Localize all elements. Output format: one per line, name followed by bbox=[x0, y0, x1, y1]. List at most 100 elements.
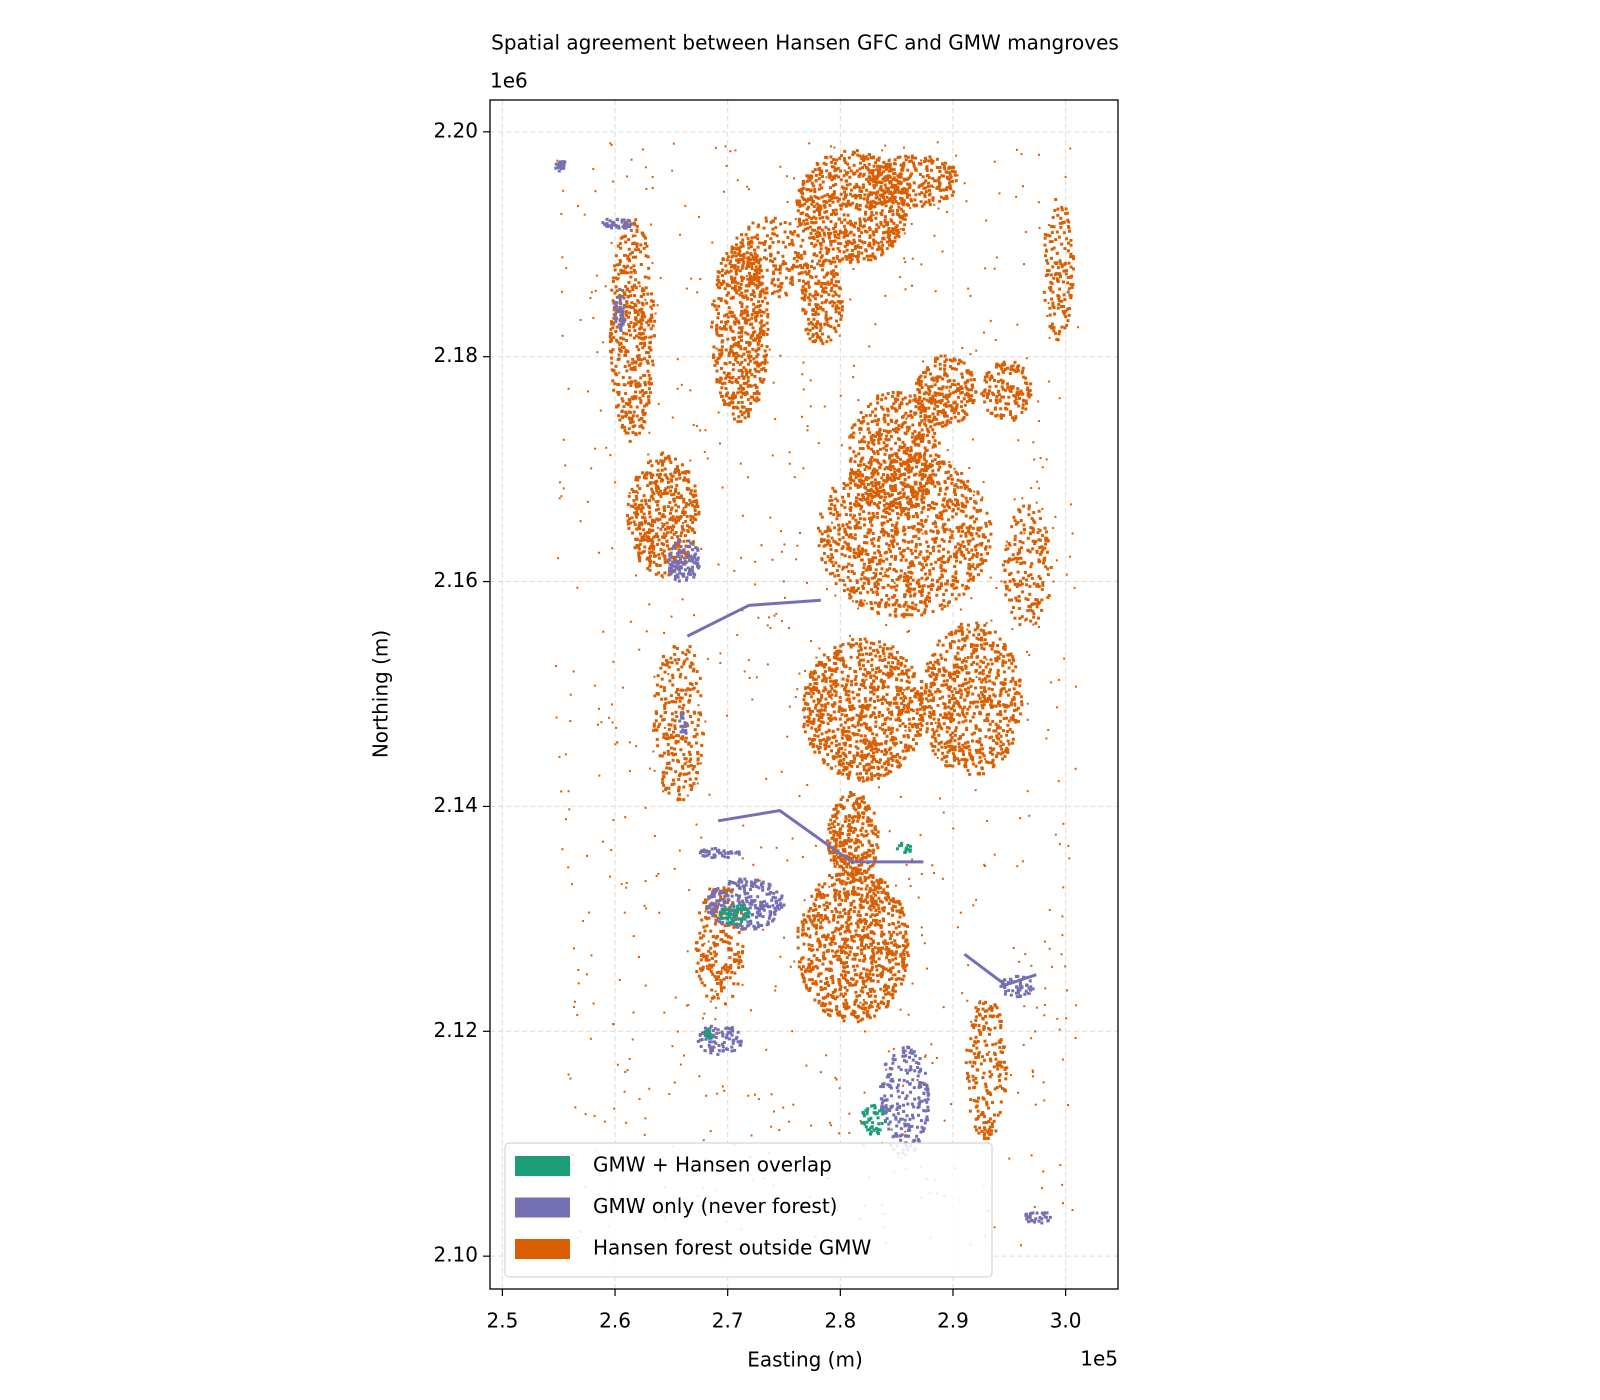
raster-pixel bbox=[762, 310, 766, 314]
raster-pixel bbox=[830, 536, 834, 540]
raster-pixel bbox=[958, 358, 962, 362]
raster-pixel bbox=[910, 154, 914, 158]
raster-pixel bbox=[1048, 947, 1051, 950]
raster-pixel bbox=[944, 402, 948, 406]
raster-pixel bbox=[881, 684, 885, 688]
raster-pixel bbox=[868, 226, 872, 230]
raster-pixel bbox=[825, 215, 829, 219]
raster-pixel bbox=[967, 542, 971, 546]
raster-pixel bbox=[860, 440, 864, 444]
raster-pixel bbox=[569, 720, 572, 723]
raster-pixel bbox=[849, 505, 853, 509]
raster-pixel bbox=[835, 158, 839, 162]
raster-pixel bbox=[729, 296, 733, 300]
raster-pixel bbox=[959, 391, 963, 395]
raster-pixel bbox=[891, 227, 895, 231]
raster-pixel bbox=[1037, 201, 1040, 204]
raster-pixel bbox=[871, 171, 875, 175]
raster-pixel bbox=[833, 716, 837, 720]
raster-pixel bbox=[846, 233, 850, 237]
raster-pixel bbox=[817, 718, 821, 722]
raster-pixel bbox=[942, 593, 946, 597]
raster-pixel bbox=[628, 492, 631, 495]
raster-pixel bbox=[895, 460, 899, 464]
raster-pixel bbox=[926, 576, 930, 580]
raster-pixel bbox=[935, 502, 939, 506]
raster-pixel bbox=[793, 476, 796, 479]
raster-pixel bbox=[831, 272, 835, 276]
raster-pixel bbox=[818, 329, 822, 333]
raster-pixel bbox=[869, 169, 873, 173]
raster-pixel bbox=[813, 324, 817, 328]
raster-pixel bbox=[890, 595, 894, 599]
raster-pixel bbox=[880, 405, 884, 409]
raster-pixel bbox=[720, 394, 724, 398]
raster-pixel bbox=[899, 795, 902, 798]
raster-pixel bbox=[758, 362, 762, 366]
raster-pixel bbox=[910, 539, 914, 543]
raster-pixel bbox=[814, 281, 818, 285]
raster-pixel bbox=[834, 561, 838, 565]
raster-pixel bbox=[641, 148, 644, 151]
raster-pixel bbox=[891, 428, 895, 432]
raster-pixel bbox=[744, 321, 748, 325]
raster-pixel bbox=[813, 195, 817, 199]
raster-pixel bbox=[1024, 407, 1028, 411]
raster-pixel bbox=[935, 515, 939, 519]
raster-pixel bbox=[711, 303, 715, 307]
raster-pixel bbox=[1009, 389, 1013, 393]
raster-pixel bbox=[948, 379, 952, 383]
raster-pixel bbox=[866, 157, 870, 161]
raster-pixel bbox=[870, 517, 874, 521]
raster-pixel bbox=[857, 661, 861, 665]
raster-pixel bbox=[737, 340, 741, 344]
raster-pixel bbox=[835, 255, 839, 259]
raster-pixel bbox=[1017, 396, 1021, 400]
raster-pixel bbox=[792, 1103, 795, 1106]
raster-pixel bbox=[755, 676, 758, 679]
raster-pixel bbox=[875, 229, 879, 233]
raster-pixel bbox=[861, 225, 865, 229]
raster-pixel bbox=[985, 374, 989, 378]
raster-pixel bbox=[975, 532, 979, 536]
raster-pixel bbox=[817, 675, 821, 679]
raster-pixel bbox=[857, 607, 860, 610]
raster-pixel bbox=[560, 212, 563, 215]
raster-pixel bbox=[861, 185, 865, 189]
raster-pixel bbox=[881, 672, 885, 676]
raster-pixel bbox=[755, 311, 759, 315]
raster-pixel bbox=[679, 1063, 682, 1066]
raster-pixel bbox=[867, 461, 871, 465]
raster-pixel bbox=[598, 707, 601, 710]
raster-pixel bbox=[820, 532, 824, 536]
raster-pixel bbox=[943, 411, 947, 415]
raster-pixel bbox=[651, 175, 654, 178]
raster-pixel bbox=[883, 491, 887, 495]
raster-pixel bbox=[832, 226, 836, 230]
raster-pixel bbox=[931, 198, 935, 202]
raster-pixel bbox=[943, 414, 947, 418]
raster-pixel bbox=[750, 373, 754, 377]
raster-pixel bbox=[898, 180, 902, 184]
raster-pixel bbox=[928, 572, 932, 576]
raster-pixel bbox=[926, 545, 930, 549]
raster-pixel bbox=[845, 183, 849, 187]
raster-pixel bbox=[943, 1119, 946, 1122]
raster-pixel bbox=[815, 208, 819, 212]
raster-pixel bbox=[974, 390, 978, 394]
raster-pixel bbox=[954, 389, 958, 393]
raster-pixel bbox=[872, 213, 875, 216]
raster-pixel bbox=[832, 283, 836, 287]
raster-pixel bbox=[843, 527, 847, 531]
raster-pixel bbox=[756, 304, 760, 308]
raster-pixel bbox=[852, 754, 856, 758]
raster-pixel bbox=[1045, 248, 1048, 251]
raster-pixel bbox=[796, 202, 800, 206]
raster-pixel bbox=[783, 596, 786, 599]
raster-pixel bbox=[910, 156, 914, 160]
raster-pixel bbox=[945, 396, 949, 400]
raster-pixel bbox=[946, 395, 950, 399]
raster-pixel bbox=[1009, 385, 1013, 389]
raster-pixel bbox=[848, 486, 852, 490]
raster-pixel bbox=[852, 479, 856, 483]
